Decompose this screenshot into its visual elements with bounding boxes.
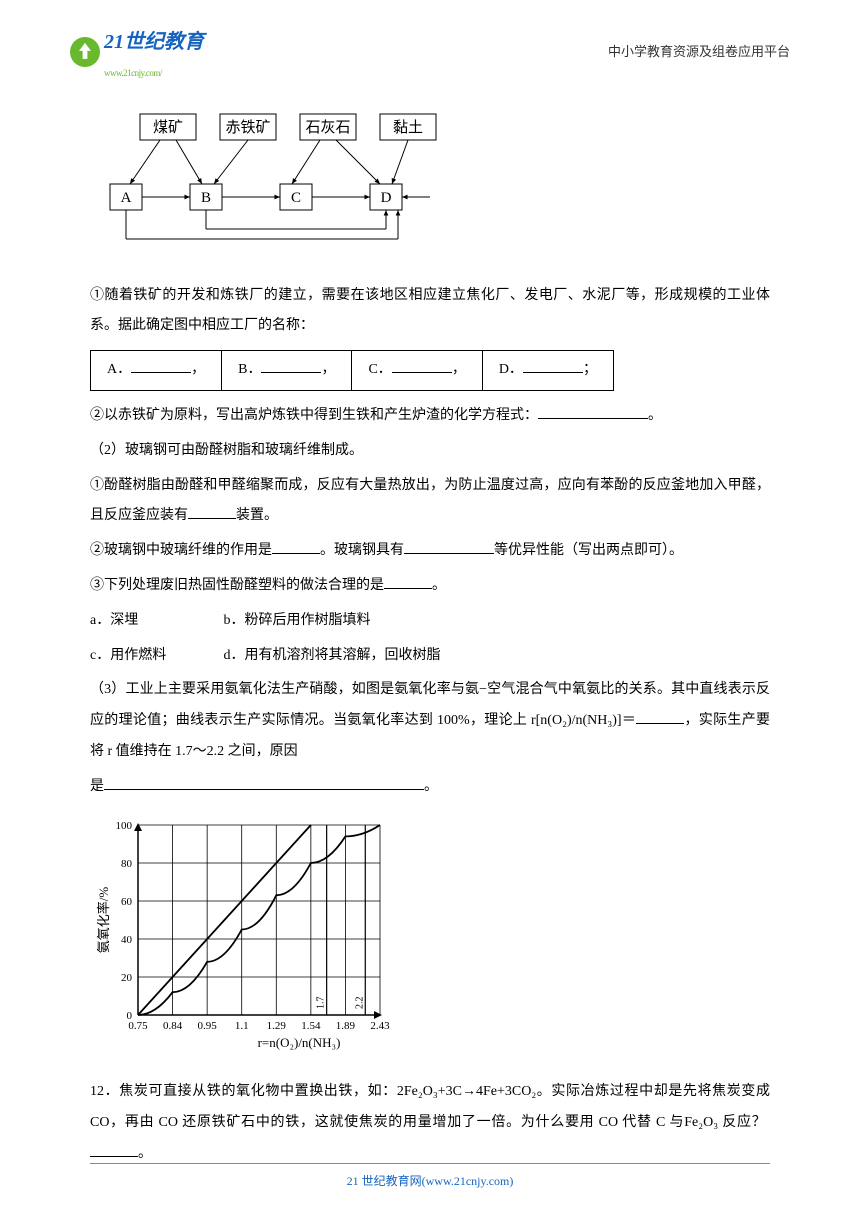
q5-after: 等优异性能（写出两点即可）。	[494, 543, 683, 558]
answer-cell: A． ，	[91, 351, 222, 391]
options-line-2: c．用作燃料 d．用有机溶剂将其溶解，回收树脂	[90, 641, 770, 672]
q6-after: 。	[432, 578, 446, 593]
footer-divider	[90, 1163, 770, 1164]
svg-text:D: D	[381, 190, 392, 206]
svg-text:60: 60	[121, 896, 133, 908]
q6-text: ③下列处理废旧热固性酚醛塑料的做法合理的是	[90, 578, 384, 593]
svg-text:20: 20	[121, 972, 133, 984]
q5-text: ②玻璃钢中玻璃纤维的作用是	[90, 543, 272, 558]
q7-blank-2[interactable]	[104, 774, 424, 790]
q2-blank[interactable]	[538, 403, 648, 419]
answer-blank[interactable]	[261, 357, 321, 373]
svg-text:1.1: 1.1	[235, 1020, 249, 1032]
opt-d: d．用有机溶剂将其溶解，回收树脂	[224, 648, 441, 663]
q2-text: ②以赤铁矿为原料，写出高炉炼铁中得到生铁和产生炉渣的化学方程式：	[90, 408, 538, 423]
svg-text:2.2: 2.2	[354, 996, 365, 1009]
q4-line: ①酚醛树脂由酚醛和甲醛缩聚而成，反应有大量热放出，为防止温度过高，应向有苯酚的反…	[90, 471, 770, 533]
q7-after: 。	[424, 779, 438, 794]
answer-end-mark: ，	[321, 362, 335, 377]
q4-after: 装置。	[236, 508, 278, 523]
answer-label: D．	[499, 362, 523, 377]
svg-text:1.29: 1.29	[267, 1020, 287, 1032]
svg-text:赤铁矿: 赤铁矿	[225, 119, 270, 136]
answer-cell: B． ，	[222, 351, 352, 391]
svg-text:80: 80	[121, 858, 133, 870]
svg-text:1.89: 1.89	[336, 1020, 356, 1032]
q5-line: ②玻璃钢中玻璃纤维的作用是 。玻璃钢具有 等优异性能（写出两点即可）。	[90, 536, 770, 567]
logo-text: 21世纪教育	[104, 31, 204, 53]
q4-blank[interactable]	[188, 503, 236, 519]
flowchart-diagram: 煤矿 赤铁矿 石灰石 黏土 A B C D	[90, 104, 450, 254]
q1-intro: ①随着铁矿的开发和炼铁厂的建立，需要在该地区相应建立焦化厂、发电厂、水泥厂等，形…	[90, 281, 770, 343]
q12-line: 12．焦炭可直接从铁的氧化物中置换出铁，如：2Fe₂O₃+3C→4Fe+3CO₂…	[90, 1077, 770, 1169]
svg-text:1.7: 1.7	[316, 996, 327, 1009]
q12-after: 。	[138, 1146, 152, 1161]
svg-text:100: 100	[116, 820, 133, 832]
answer-end-mark: ；	[583, 362, 597, 377]
opt-b: b．粉碎后用作树脂填料	[224, 613, 371, 628]
answer-blank[interactable]	[523, 357, 583, 373]
page-header: 21世纪教育 www.21cnjy.com/ 中小学教育资源及组卷应用平台	[0, 0, 860, 94]
opt-a: a．深埋	[90, 606, 220, 637]
footer-text: 21 世纪教育网(www.21cnjy.com)	[347, 1174, 514, 1188]
svg-text:A: A	[121, 190, 132, 206]
answer-label: B．	[238, 362, 261, 377]
q3-line: （2）玻璃钢可由酚醛树脂和玻璃纤维制成。	[90, 436, 770, 467]
svg-text:黏土: 黏土	[393, 119, 423, 136]
q5-blank-1[interactable]	[272, 538, 320, 554]
svg-text:煤矿: 煤矿	[153, 119, 183, 136]
answer-cell: C． ，	[352, 351, 482, 391]
svg-text:1.54: 1.54	[301, 1020, 321, 1032]
q6-blank[interactable]	[384, 573, 432, 589]
svg-text:石灰石: 石灰石	[305, 119, 350, 136]
q12-text: 12．焦炭可直接从铁的氧化物中置换出铁，如：2Fe₂O₃+3C→4Fe+3CO₂…	[90, 1084, 770, 1130]
logo-text-block: 21世纪教育 www.21cnjy.com/	[104, 20, 204, 84]
oxidation-chart: 0204060801000.750.840.951.11.291.541.892…	[90, 815, 390, 1055]
options-line-1: a．深埋 b．粉碎后用作树脂填料	[90, 606, 770, 637]
answer-end-mark: ，	[452, 362, 466, 377]
page-footer: 21 世纪教育网(www.21cnjy.com)	[0, 1163, 860, 1194]
q5-blank-2[interactable]	[404, 538, 494, 554]
logo-runner-icon	[70, 37, 100, 67]
q7-line: （3）工业上主要采用氨氧化法生产硝酸，如图是氨氧化率与氨−空气混合气中氧氨比的关…	[90, 675, 770, 767]
q2-end: 。	[648, 408, 662, 423]
answer-cell: D． ；	[482, 351, 613, 391]
svg-text:0.95: 0.95	[198, 1020, 218, 1032]
svg-text:氨氧化率/%: 氨氧化率/%	[96, 886, 111, 953]
opt-c: c．用作燃料	[90, 641, 220, 672]
logo-url: www.21cnjy.com/	[104, 64, 204, 84]
q7-text-2: 是	[90, 779, 104, 794]
page-content: 煤矿 赤铁矿 石灰石 黏土 A B C D ①随着铁矿的开发和炼铁厂的建立，需要在该地区相应建…	[0, 94, 860, 1170]
answer-blank[interactable]	[131, 357, 191, 373]
site-logo: 21世纪教育 www.21cnjy.com/	[70, 20, 204, 84]
answer-table: A． ， B． ， C． ， D． ；	[90, 350, 614, 391]
svg-text:40: 40	[121, 934, 133, 946]
svg-text:r=n(O₂)/n(NH₃): r=n(O₂)/n(NH₃)	[258, 1035, 341, 1050]
svg-text:B: B	[201, 190, 211, 206]
answer-blank[interactable]	[392, 357, 452, 373]
q2-line: ②以赤铁矿为原料，写出高炉炼铁中得到生铁和产生炉渣的化学方程式： 。	[90, 401, 770, 432]
q7-line-2: 是。	[90, 772, 770, 803]
q5-mid: 。玻璃钢具有	[320, 543, 404, 558]
answer-label: C．	[368, 362, 391, 377]
q12-blank[interactable]	[90, 1141, 138, 1157]
q7-blank-1[interactable]	[636, 708, 684, 724]
svg-text:2.43: 2.43	[370, 1020, 390, 1032]
svg-text:0.84: 0.84	[163, 1020, 183, 1032]
header-right-text: 中小学教育资源及组卷应用平台	[608, 38, 790, 67]
svg-text:0.75: 0.75	[128, 1020, 148, 1032]
q6-line: ③下列处理废旧热固性酚醛塑料的做法合理的是 。	[90, 571, 770, 602]
svg-text:C: C	[291, 190, 301, 206]
answer-end-mark: ，	[191, 362, 205, 377]
answer-label: A．	[107, 362, 131, 377]
